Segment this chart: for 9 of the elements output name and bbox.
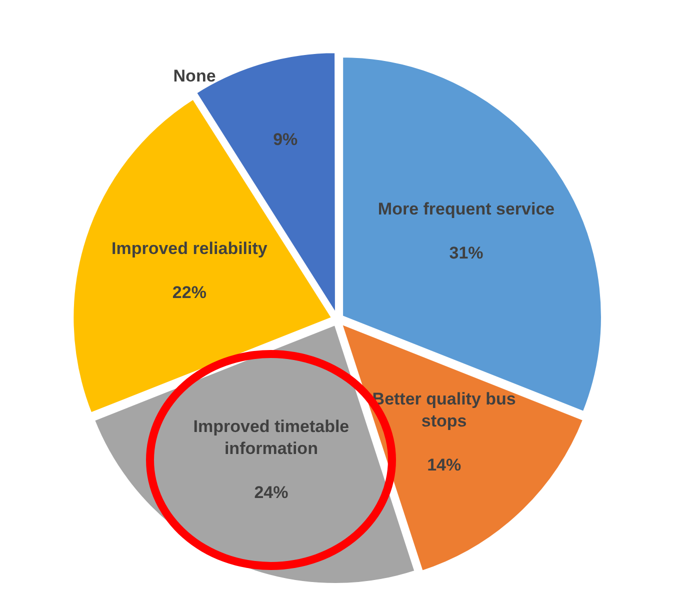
slice-label: Improved timetable information bbox=[193, 417, 350, 458]
data-label: 31% bbox=[449, 244, 484, 263]
data-label: 22% bbox=[172, 283, 206, 302]
slice-label: More frequent service bbox=[378, 200, 555, 219]
data-label: 24% bbox=[254, 483, 288, 502]
slice-label: None bbox=[173, 66, 216, 86]
data-label: 14% bbox=[427, 456, 462, 475]
slice-label: Improved reliability bbox=[111, 239, 268, 258]
data-label: 9% bbox=[273, 130, 298, 149]
